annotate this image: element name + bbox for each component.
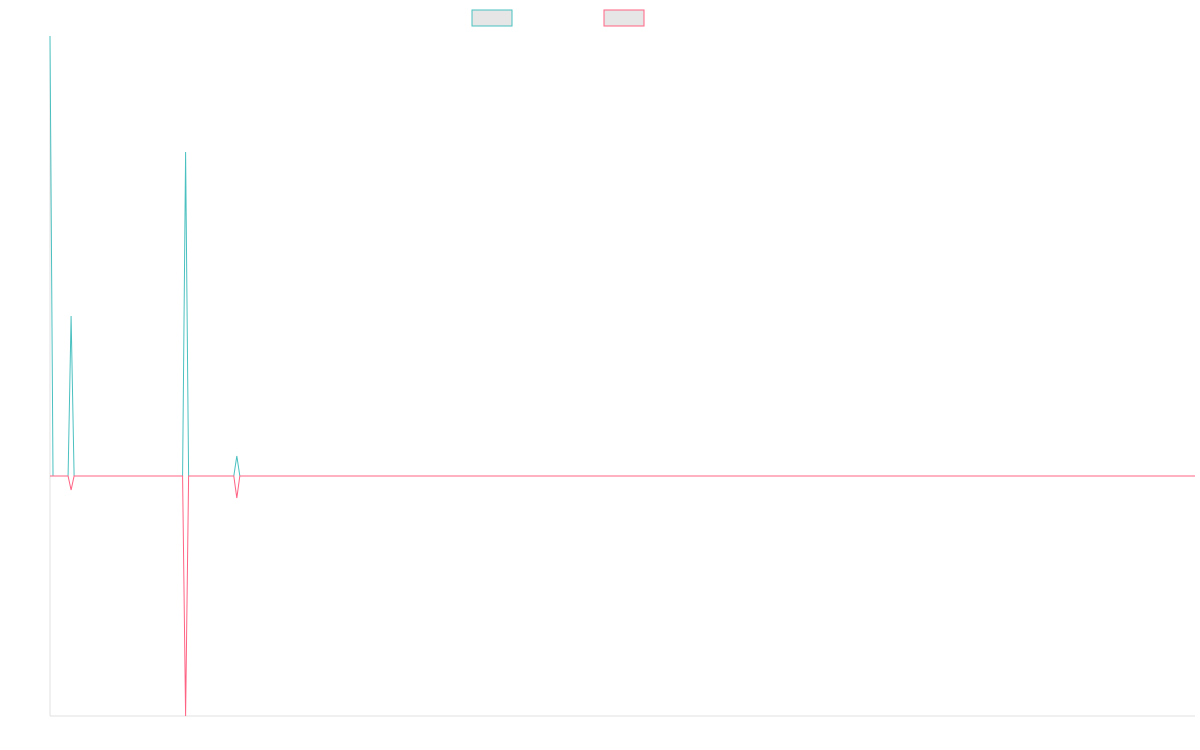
legend-swatch[interactable] bbox=[603, 9, 645, 27]
series-line bbox=[50, 475, 1195, 717]
series-line bbox=[49, 35, 1195, 477]
legend-swatch[interactable] bbox=[471, 9, 513, 27]
